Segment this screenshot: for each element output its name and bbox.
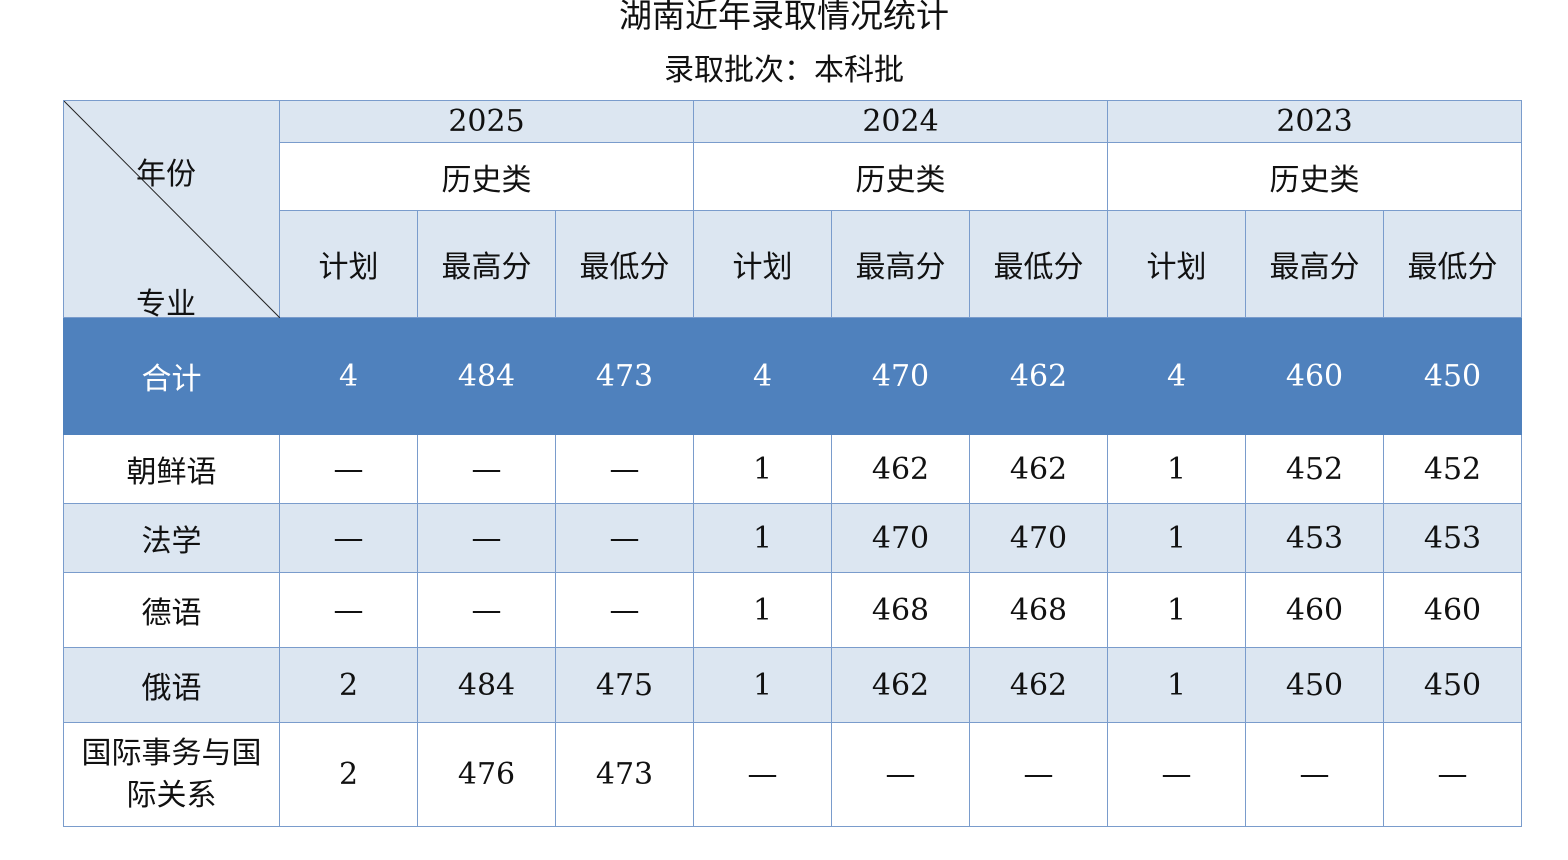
data-cell: —: [555, 572, 694, 648]
table-row: 法学 — — —1 470 470 1 453 453: [63, 503, 1522, 573]
data-cell: —: [1107, 722, 1246, 827]
total-cell: 4: [279, 317, 418, 435]
data-cell: 1: [693, 434, 832, 504]
major-name: 德语: [63, 572, 280, 648]
data-cell: —: [417, 572, 556, 648]
data-cell: 468: [969, 572, 1108, 648]
total-label: 合计: [63, 317, 280, 435]
data-cell: —: [417, 503, 556, 573]
major-name: 国际事务与国际关系: [63, 722, 280, 827]
data-cell: —: [693, 722, 832, 827]
data-cell: 476: [417, 722, 556, 827]
category-header-row: 历史类 历史类 历史类: [63, 142, 1522, 211]
data-cell: —: [279, 503, 418, 573]
sub-header: 最低分: [969, 210, 1108, 318]
year-header: 2023: [1107, 100, 1522, 143]
admission-table: 年份 专业 2025 2024 2023 历史类 历史类 历史类 计划 最高分 …: [63, 100, 1522, 827]
table-row: 俄语 2 484 475 1 462 462 1 450 450: [63, 647, 1522, 723]
sub-header: 最高分: [831, 210, 970, 318]
sub-header: 计划: [693, 210, 832, 318]
data-cell: 452: [1383, 434, 1522, 504]
data-cell: 462: [831, 434, 970, 504]
data-cell: 1: [693, 503, 832, 573]
data-cell: —: [555, 434, 694, 504]
table-row: 朝鲜语 — — —1 462 462 1 452 452: [63, 434, 1522, 504]
major-name: 朝鲜语: [63, 434, 280, 504]
total-cell: 460: [1245, 317, 1384, 435]
data-cell: 1: [1107, 572, 1246, 648]
data-cell: 484: [417, 647, 556, 723]
total-cell: 473: [555, 317, 694, 435]
data-cell: 460: [1245, 572, 1384, 648]
data-cell: —: [969, 722, 1108, 827]
diagonal-line: [64, 101, 280, 318]
sub-header: 最低分: [1383, 210, 1522, 318]
data-cell: 470: [969, 503, 1108, 573]
total-cell: 470: [831, 317, 970, 435]
year-axis-label: 年份: [136, 157, 196, 192]
data-cell: 470: [831, 503, 970, 573]
data-cell: 462: [969, 434, 1108, 504]
total-row: 合计 4 484 473 4 470 462 4 460 450: [63, 317, 1522, 435]
data-cell: —: [279, 434, 418, 504]
data-cell: 462: [969, 647, 1108, 723]
total-cell: 4: [693, 317, 832, 435]
major-name: 法学: [63, 503, 280, 573]
sub-header: 计划: [1107, 210, 1246, 318]
total-cell: 462: [969, 317, 1108, 435]
data-cell: 1: [693, 572, 832, 648]
data-cell: 453: [1383, 503, 1522, 573]
corner-header-cell: 年份 专业: [63, 100, 280, 322]
total-cell: 484: [417, 317, 556, 435]
sub-header: 计划: [279, 210, 418, 318]
sub-header-row: 计划 最高分 最低分 计划 最高分 最低分 计划 最高分 最低分: [63, 210, 1522, 318]
data-cell: —: [1245, 722, 1384, 827]
data-cell: 1: [1107, 647, 1246, 723]
data-cell: 1: [1107, 434, 1246, 504]
page-title: 湖南近年录取情况统计: [619, 0, 949, 35]
data-cell: 2: [279, 722, 418, 827]
data-cell: 462: [831, 647, 970, 723]
data-cell: —: [831, 722, 970, 827]
major-axis-label: 专业: [136, 287, 196, 322]
data-cell: —: [417, 434, 556, 504]
total-cell: 450: [1383, 317, 1522, 435]
data-cell: 453: [1245, 503, 1384, 573]
year-header-row: 年份 专业 2025 2024 2023: [63, 100, 1522, 322]
data-cell: 1: [1107, 503, 1246, 573]
year-header: 2025: [279, 100, 694, 143]
year-header: 2024: [693, 100, 1108, 143]
sub-header: 最高分: [1245, 210, 1384, 318]
data-cell: —: [279, 572, 418, 648]
table-row: 国际事务与国际关系 2 476 473— — — — — —: [63, 722, 1522, 827]
data-cell: 450: [1383, 647, 1522, 723]
category-header: 历史类: [693, 142, 1108, 211]
data-cell: 452: [1245, 434, 1384, 504]
data-cell: 1: [693, 647, 832, 723]
data-cell: —: [1383, 722, 1522, 827]
table-row: 德语 — — —1 468 468 1 460 460: [63, 572, 1522, 648]
total-cell: 4: [1107, 317, 1246, 435]
sub-header: 最高分: [417, 210, 556, 318]
data-cell: 473: [555, 722, 694, 827]
data-cell: 460: [1383, 572, 1522, 648]
data-cell: 450: [1245, 647, 1384, 723]
sub-header: 最低分: [555, 210, 694, 318]
page-subtitle: 录取批次：本科批: [664, 53, 904, 88]
major-name: 俄语: [63, 647, 280, 723]
data-cell: —: [555, 503, 694, 573]
data-cell: 468: [831, 572, 970, 648]
data-cell: 2: [279, 647, 418, 723]
data-cell: 475: [555, 647, 694, 723]
category-header: 历史类: [279, 142, 694, 211]
category-header: 历史类: [1107, 142, 1522, 211]
